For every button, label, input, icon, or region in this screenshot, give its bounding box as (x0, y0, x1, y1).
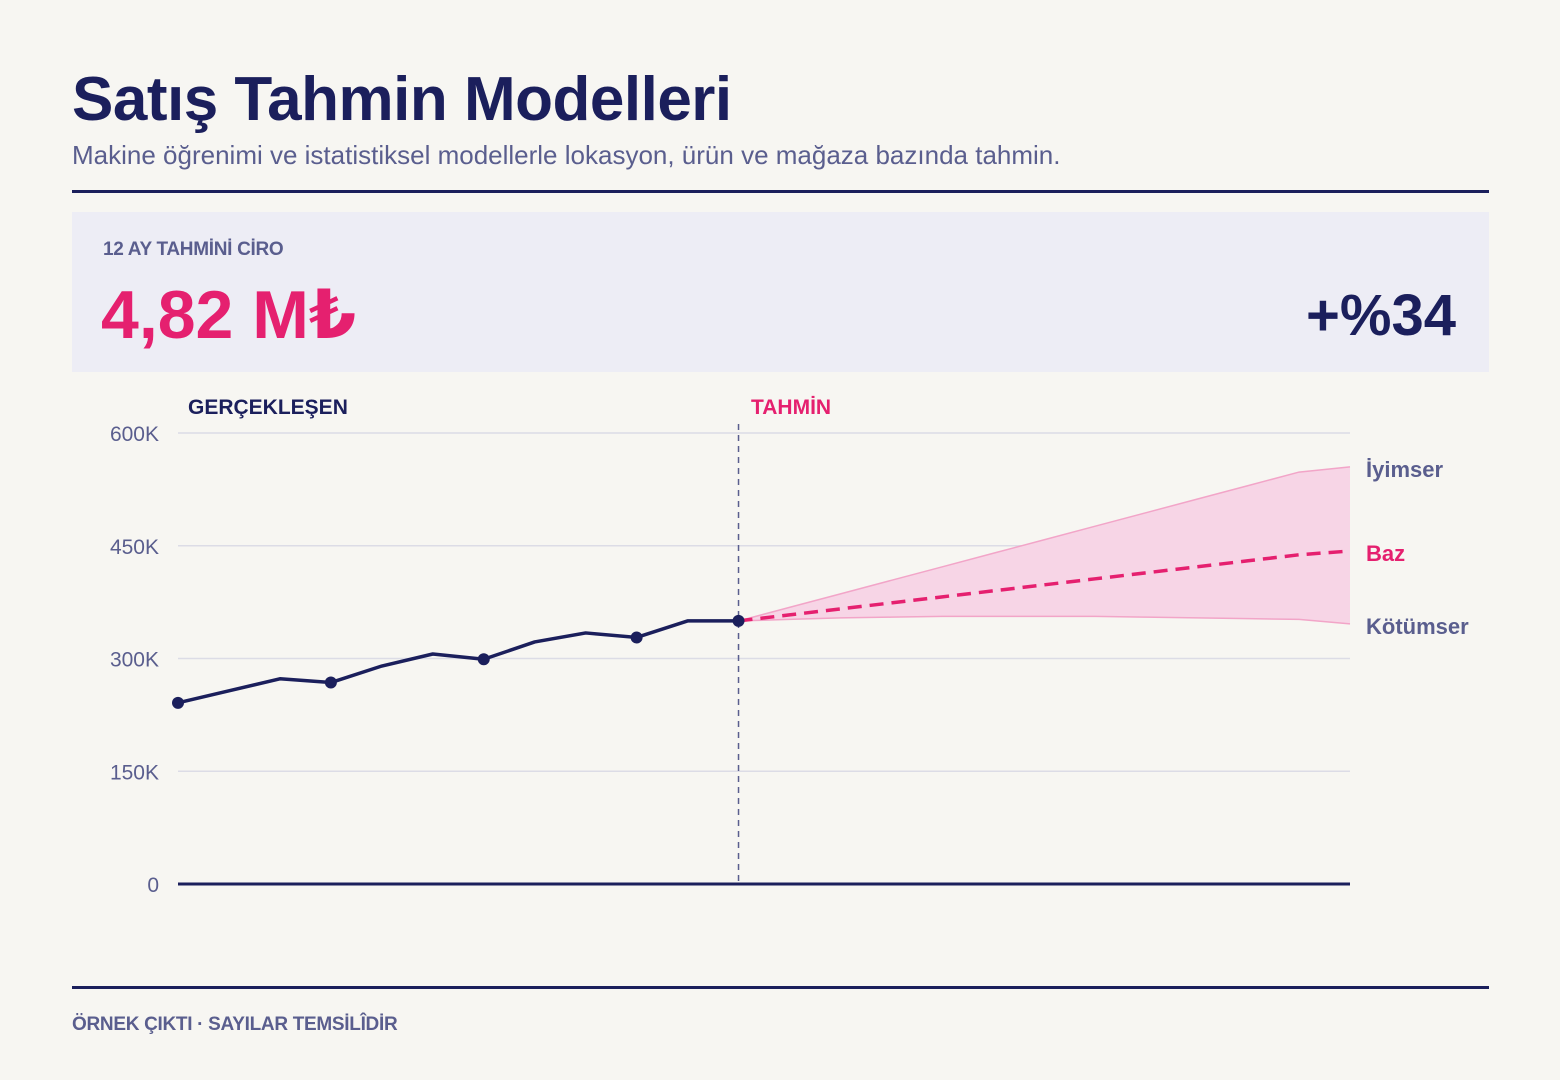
pessimistic-label: Kötümser (1366, 614, 1469, 639)
kpi-value: 4,82 M₺ (101, 277, 357, 353)
forecast-band (738, 466, 1350, 624)
actual-region-label: GERÇEKLEŞEN (188, 396, 348, 419)
y-tick-label: 300K (110, 649, 159, 672)
base-forecast-line (738, 549, 1351, 623)
actual-data-point (477, 653, 490, 666)
y-tick-label: 600K (110, 423, 159, 446)
optimistic-line (738, 466, 1351, 622)
y-tick-label: 150K (110, 761, 159, 784)
page-subtitle: Makine öğrenimi ve istatistiksel modelle… (72, 140, 1061, 170)
actual-data-point (630, 631, 643, 644)
actual-data-point (732, 614, 745, 627)
optimistic-label: İyimser (1366, 457, 1443, 482)
kpi-panel: 12 AY TAHMİNİ CİRO 4,82 M₺ +%34 (72, 212, 1489, 372)
actual-data-point (324, 676, 337, 689)
footer-note: ÖRNEK ÇIKTI · SAYILAR TEMSİLÎDİR (72, 1014, 398, 1035)
pessimistic-line (738, 615, 1351, 625)
header-divider (72, 190, 1489, 193)
footer-divider (72, 986, 1489, 989)
kpi-label: 12 AY TAHMİNİ CİRO (103, 239, 284, 260)
page-title: Satış Tahmin Modelleri (72, 65, 732, 134)
y-tick-label: 450K (110, 536, 159, 559)
actual-data-point (172, 696, 184, 709)
base-label: Baz (1366, 541, 1405, 566)
kpi-change: +%34 (1306, 283, 1456, 348)
y-tick-label: 0 (147, 874, 159, 897)
forecast-region-label: TAHMİN (751, 396, 831, 419)
actual-line (177, 619, 739, 705)
